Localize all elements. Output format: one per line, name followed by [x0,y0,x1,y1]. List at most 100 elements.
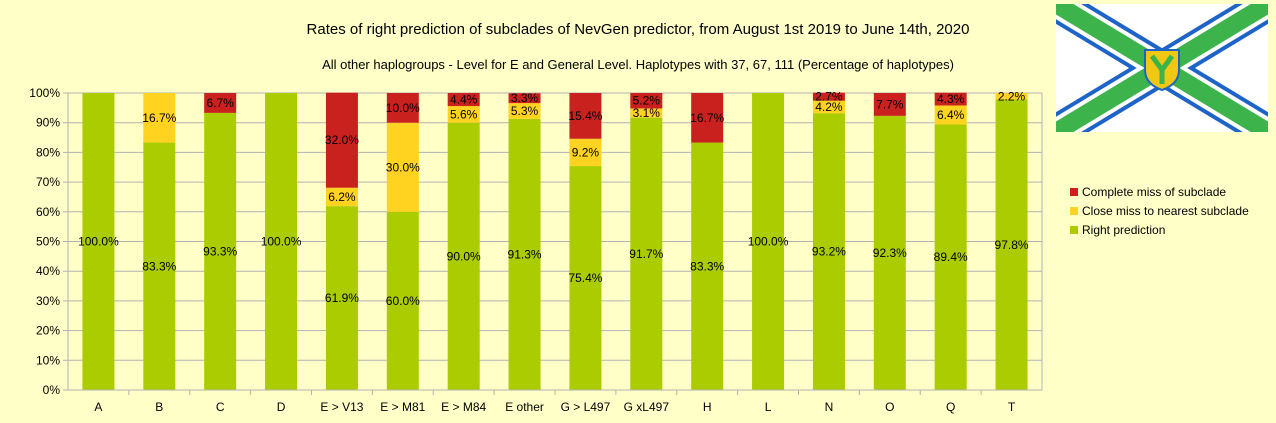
bar-segment [691,142,724,390]
data-label: 6.2% [328,190,356,204]
data-label: 10.0% [386,101,420,115]
bar-segment [508,93,541,104]
bar-segment [873,115,906,390]
bar-segment [143,142,176,390]
x-tick-label: G > L497 [561,400,611,414]
x-tick-label: N [825,400,834,414]
x-tick-label: E > M81 [380,400,425,414]
data-label: 60.0% [386,294,420,308]
data-label: 75.4% [568,271,602,285]
legend-label: Right prediction [1082,223,1165,237]
bar-segment [569,93,602,139]
data-label: 100.0% [748,235,789,249]
data-label: 92.3% [873,246,907,260]
x-tick-label: D [277,400,286,414]
flag-emblem-icon [1056,4,1268,132]
data-label: 2.2% [998,89,1026,103]
y-tick-label: 90% [36,116,60,130]
data-label: 2.7% [815,90,843,104]
bar-segment [873,93,906,116]
data-label: 93.3% [203,244,237,258]
data-label: 15.4% [568,109,602,123]
data-label: 90.0% [447,249,481,263]
bar-segment [934,105,967,125]
data-label: 30.0% [386,160,420,174]
legend-swatch [1070,188,1078,196]
legend-label: Close miss to nearest subclade [1082,204,1249,218]
bar-segment [204,93,237,113]
bar-segment [265,93,298,390]
bar-segment [995,99,1028,390]
y-tick-label: 80% [36,145,60,159]
x-tick-label: A [94,400,102,414]
legend-swatch [1070,207,1078,215]
x-tick-label: H [703,400,712,414]
data-label: 5.2% [633,94,661,108]
x-tick-label: E > V13 [320,400,363,414]
y-tick-label: 20% [36,324,60,338]
y-tick-label: 100% [29,86,60,100]
data-label: 5.6% [450,107,478,121]
bar-segment [447,106,480,123]
bars: 100.0% 83.3% 16.7% 93.3% 6.7% 100.0% 61.9% 6.2%… [78,89,1029,391]
x-axis: A B C D E > V13 E > M81 E > M84 E other G > L497… [68,389,1042,414]
data-label: 9.2% [572,145,600,159]
bar-segment [82,93,115,390]
data-label: 6.7% [207,96,235,110]
x-tick-label: C [216,400,225,414]
bar-segment [630,117,663,390]
chart-title: Rates of right prediction of subclades o… [307,21,970,38]
data-label: 91.3% [508,247,542,261]
legend: Complete miss of subclade Close miss to n… [1070,185,1249,237]
y-tick-label: 30% [36,294,60,308]
bar-segment [204,112,237,391]
x-tick-label: G xL497 [624,400,670,414]
bar-segment [752,93,785,390]
bar-segment [325,206,358,390]
bar-segment [812,92,845,101]
bar-segment [812,100,845,114]
data-label: 16.7% [142,111,176,125]
data-label: 4.3% [937,92,965,106]
data-label: 91.7% [629,247,663,261]
y-tick-label: 10% [36,353,60,367]
data-label: 83.3% [690,259,724,273]
data-label: 100.0% [78,235,119,249]
data-label: 32.0% [325,133,359,147]
bar-segment [934,124,967,391]
bar-segment [447,93,480,107]
bar-segment [569,138,602,167]
bar-segment [812,113,845,391]
data-label: 4.4% [450,93,478,107]
y-axis: 0% 10% 20% 30% 40% 50% 60% 70% 80% 90% 100% [29,86,69,397]
data-label: 3.1% [633,106,661,120]
data-label: 89.4% [934,250,968,264]
bar-segment [508,118,541,391]
y-tick-label: 70% [36,175,60,189]
bar-segment [630,108,663,118]
data-label: 61.9% [325,291,359,305]
bar-segment [934,92,967,106]
y-tick-label: 60% [36,205,60,219]
bar-segment [325,187,358,207]
legend-swatch [1070,226,1078,234]
bar-segment [143,93,176,143]
y-tick-label: 40% [36,264,60,278]
x-tick-label: E > M84 [441,400,486,414]
data-label: 5.3% [511,104,539,118]
x-tick-label: O [885,400,894,414]
y-tick-label: 0% [43,383,61,397]
data-label: 93.2% [812,245,846,259]
data-label: 7.7% [876,97,904,111]
legend-label: Complete miss of subclade [1082,185,1226,199]
bar-segment [569,166,602,390]
bar-segment [386,122,419,212]
bar-segment [325,92,358,188]
x-tick-label: L [765,400,772,414]
chart-subtitle: All other haplogroups - Level for E and … [322,57,954,72]
x-tick-label: B [155,400,163,414]
x-tick-label: Q [946,400,955,414]
y-tick-label: 50% [36,235,60,249]
bar-segment [386,93,419,123]
